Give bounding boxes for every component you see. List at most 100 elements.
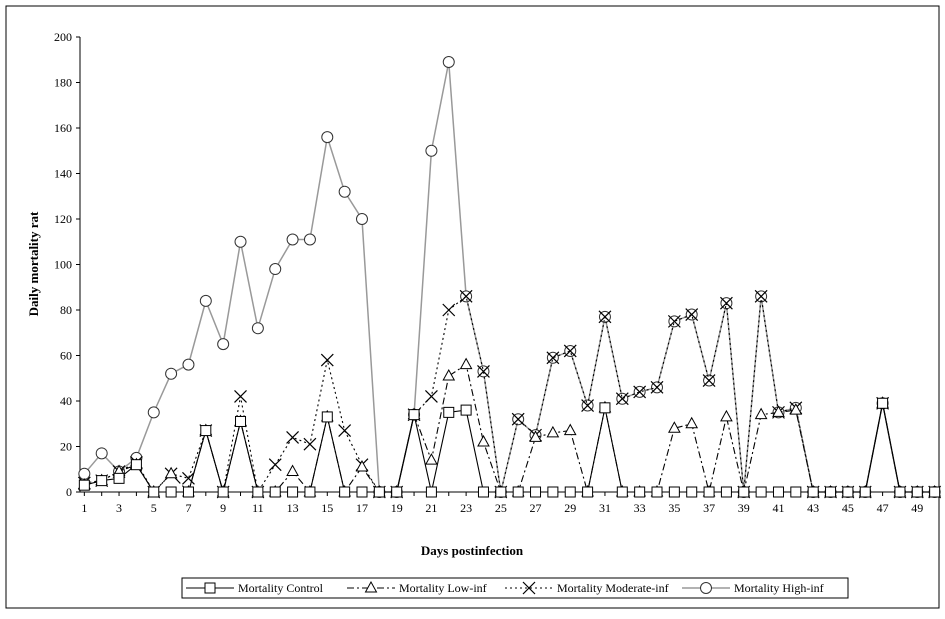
data-point <box>702 374 716 387</box>
x-tick-label: 23 <box>460 501 472 515</box>
x-tick-label: 13 <box>287 501 299 515</box>
data-point <box>443 406 455 418</box>
legend-label: Mortality Low-inf <box>399 581 487 595</box>
data-point <box>130 459 142 471</box>
data-point <box>425 144 438 157</box>
data-point <box>720 486 732 498</box>
data-point <box>96 475 108 487</box>
data-point <box>78 479 90 491</box>
y-axis-title: Daily mortality rat <box>26 211 41 316</box>
x-tick-label: 43 <box>807 501 819 515</box>
data-point <box>738 486 750 498</box>
legend-label: Mortality Moderate-inf <box>557 581 669 595</box>
x-tick-label: 25 <box>495 501 507 515</box>
data-point <box>338 185 351 198</box>
legend-item: Mortality Moderate-inf <box>505 581 669 595</box>
x-tick-label: 35 <box>668 501 680 515</box>
x-tick-label: 31 <box>599 501 611 515</box>
data-point <box>182 471 195 485</box>
data-point <box>356 486 368 498</box>
y-tick-label: 0 <box>66 485 72 499</box>
data-point <box>425 486 437 498</box>
y-tick-label: 180 <box>54 76 72 90</box>
x-tick-label: 9 <box>220 501 226 515</box>
x-tick-label: 19 <box>391 501 403 515</box>
data-point <box>807 486 819 498</box>
legend-label: Mortality Control <box>238 581 324 595</box>
data-point <box>408 409 420 421</box>
legend-item: Mortality High-inf <box>682 581 824 595</box>
data-point <box>667 314 681 328</box>
data-point <box>459 357 473 370</box>
data-point <box>217 338 230 351</box>
y-tick-label: 40 <box>60 394 72 408</box>
data-point <box>459 289 473 303</box>
data-point <box>304 486 316 498</box>
data-point <box>235 415 247 427</box>
data-point <box>217 486 229 498</box>
data-point <box>425 453 438 465</box>
x-axis-title: Days postinfection <box>421 543 524 558</box>
data-point <box>754 289 768 303</box>
x-tick-label: 37 <box>703 501 715 515</box>
data-point <box>78 467 91 480</box>
legend-item: Mortality Low-inf <box>347 580 487 595</box>
data-point <box>182 486 194 498</box>
data-point <box>859 486 871 498</box>
data-point <box>477 365 490 378</box>
data-point <box>668 486 680 498</box>
data-point <box>113 472 125 484</box>
data-point <box>442 368 456 381</box>
x-tick-label: 47 <box>877 501 889 515</box>
data-point <box>442 303 456 317</box>
data-point <box>686 486 698 498</box>
x-tick-label: 41 <box>772 501 784 515</box>
data-point <box>581 399 595 412</box>
x-tick-label: 45 <box>842 501 854 515</box>
data-point <box>634 486 646 498</box>
data-point <box>339 486 351 498</box>
data-point <box>147 406 160 419</box>
data-point <box>563 344 577 358</box>
y-tick-label: 120 <box>54 212 72 226</box>
data-point <box>530 486 542 498</box>
data-point <box>547 486 559 498</box>
data-point <box>842 486 854 498</box>
data-point <box>511 412 525 426</box>
y-tick-label: 160 <box>54 121 72 135</box>
x-tick-label: 33 <box>634 501 646 515</box>
legend-marker <box>204 582 216 594</box>
data-point <box>599 402 611 414</box>
data-point <box>477 486 489 498</box>
y-tick-label: 200 <box>54 30 72 44</box>
data-point <box>755 486 767 498</box>
legend-marker <box>522 581 536 595</box>
data-point <box>251 322 264 335</box>
x-tick-label: 11 <box>252 501 264 515</box>
x-tick-label: 29 <box>564 501 576 515</box>
data-point <box>355 459 369 472</box>
data-point <box>564 486 576 498</box>
data-point <box>529 430 542 442</box>
data-point <box>825 486 837 498</box>
data-point <box>200 425 212 437</box>
x-tick-label: 21 <box>425 501 437 515</box>
data-point <box>650 380 664 394</box>
data-point <box>790 486 802 498</box>
data-point <box>789 403 803 415</box>
data-point <box>355 213 368 225</box>
data-point <box>303 437 317 451</box>
data-point <box>182 358 195 371</box>
data-point <box>373 486 385 498</box>
data-point <box>165 367 178 380</box>
x-tick-label: 49 <box>911 501 923 515</box>
legend: Mortality Control Mortality Low-inf Mortal… <box>181 577 849 599</box>
data-point <box>148 486 160 498</box>
data-point <box>719 296 733 310</box>
x-tick-label: 15 <box>321 501 333 515</box>
data-point <box>929 486 941 498</box>
data-point <box>268 458 282 472</box>
data-point <box>598 310 612 324</box>
